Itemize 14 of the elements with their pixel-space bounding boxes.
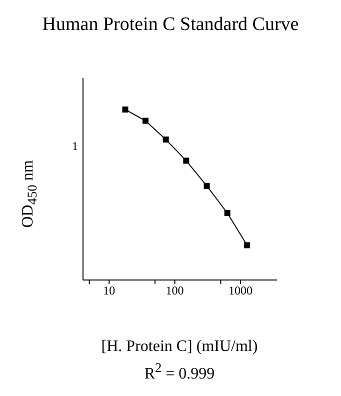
text: R$^{2}$ = 0.999 [143,360,216,384]
point [162,136,169,143]
point [122,106,128,113]
point [244,242,250,248]
x-tick-label: 100 [166,284,184,298]
point [183,158,190,164]
point [224,210,230,216]
chart-title: Human Protein C Standard Curve [41,14,300,36]
x-tick-label: 1000 [228,284,252,298]
x-axis-title: [H. Protein C] (mIU/ml) [100,338,259,356]
text: 1 [71,139,78,154]
point [204,182,210,189]
point [142,118,149,124]
x-tick-label: 10 [103,284,116,298]
